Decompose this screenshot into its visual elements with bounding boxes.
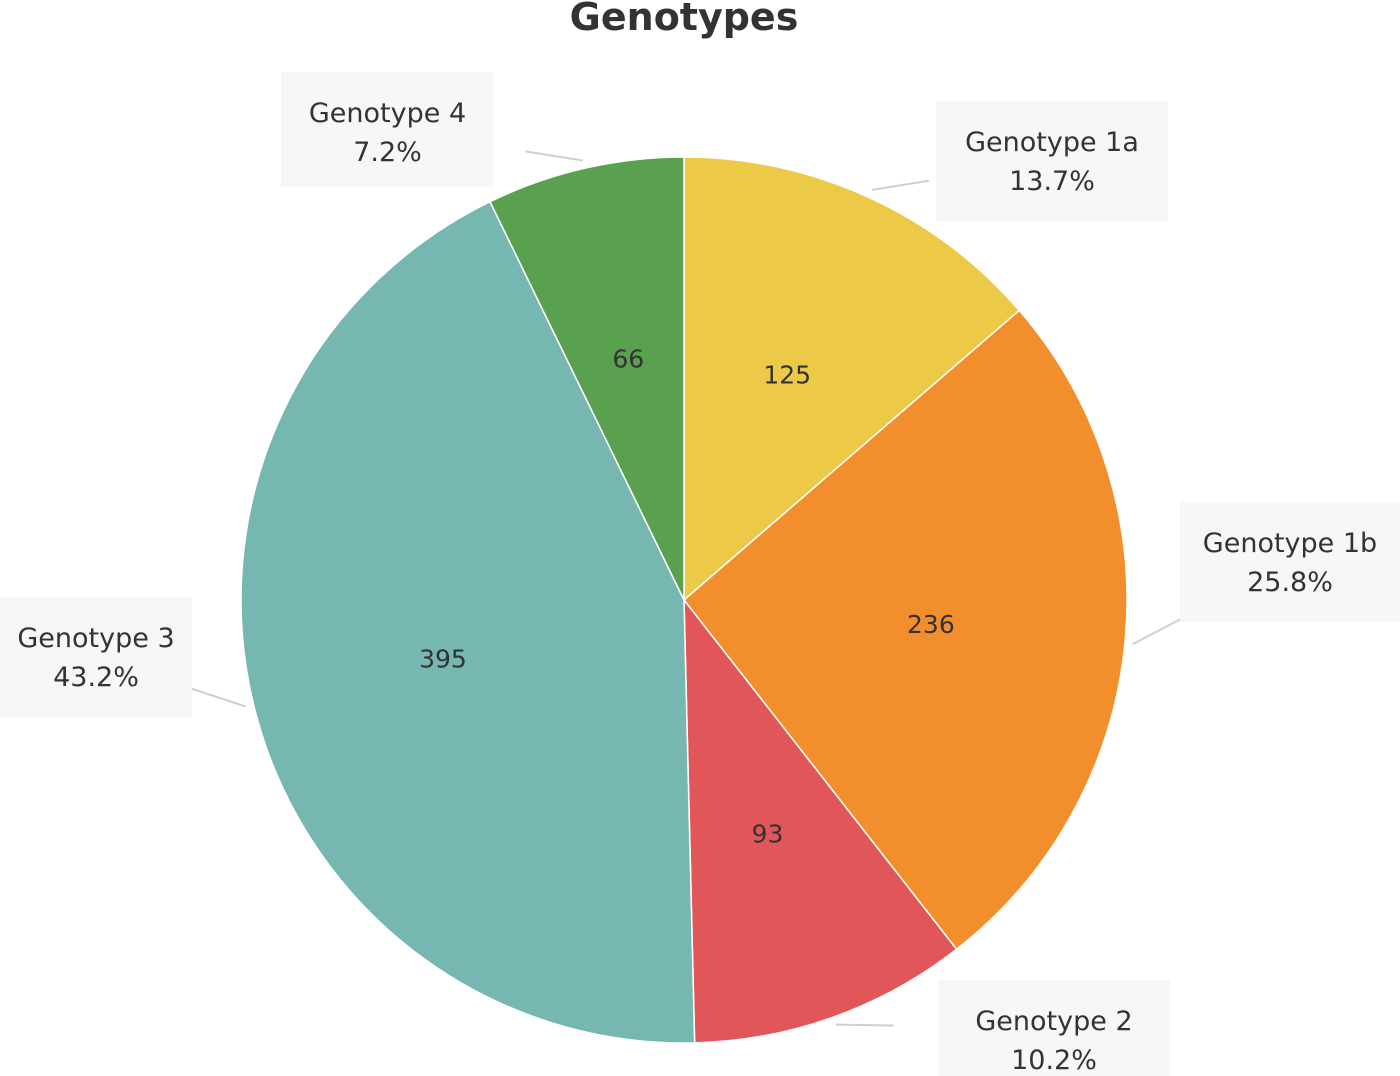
- pie-slice-4: [240, 200, 696, 1044]
- pie-slice-3: [683, 597, 958, 1044]
- callout-percent-label: 43.2%: [53, 662, 139, 693]
- callout-category-label: Genotype 1a: [965, 127, 1139, 158]
- slice-value-label: 66: [612, 344, 644, 373]
- slice-value-label: 236: [907, 610, 955, 639]
- callout-leader-line: [871, 179, 930, 191]
- callout-category-label: Genotype 2: [975, 1006, 1132, 1037]
- pie-slice-5: [489, 156, 685, 601]
- callout-leader-line: [190, 687, 247, 708]
- callout-percent-label: 7.2%: [353, 137, 422, 168]
- pie-slice-2: [682, 309, 1128, 951]
- callout-box: [0, 597, 192, 717]
- chart-title: Genotypes: [570, 0, 799, 39]
- slice-value-label: 395: [419, 645, 467, 674]
- slice-callouts: Genotype 1a 13.7% Genotype 1b 25.8% Genotype…: [0, 72, 1400, 1076]
- callout-percent-label: 13.7%: [1009, 166, 1095, 197]
- callout-box: [1180, 502, 1400, 622]
- pie-slice-1: [683, 156, 1021, 602]
- callout-leader-line: [835, 1023, 894, 1027]
- slice-value-label: 125: [763, 360, 811, 389]
- callout-box: [281, 72, 494, 187]
- callout-category-label: Genotype 1b: [1203, 528, 1377, 559]
- callout-percent-label: 25.8%: [1247, 567, 1333, 598]
- callout-leader-line: [525, 150, 583, 162]
- callout-percent-label: 10.2%: [1011, 1045, 1097, 1076]
- pie-slices: 125 236 93 395 66: [240, 156, 1128, 1044]
- callout-category-label: Genotype 4: [309, 98, 466, 129]
- callout-box: [938, 980, 1170, 1076]
- callout-box: [936, 101, 1168, 221]
- callout-leader-line: [1132, 616, 1185, 645]
- callout-category-label: Genotype 3: [17, 623, 174, 654]
- slice-value-label: 93: [752, 820, 784, 849]
